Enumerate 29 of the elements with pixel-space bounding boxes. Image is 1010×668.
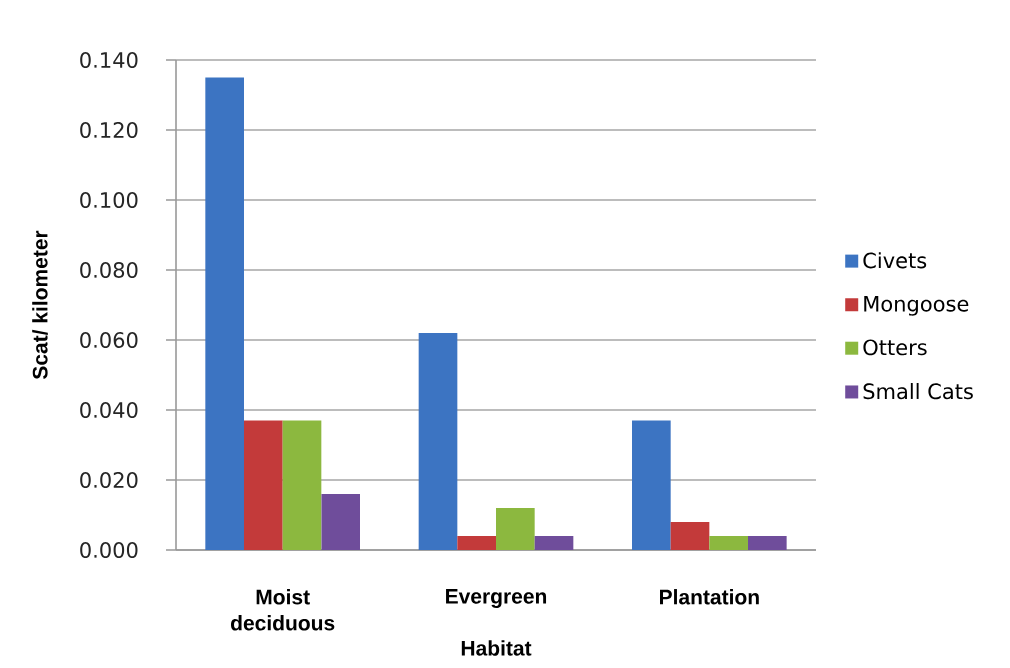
x-tick-label: Moist deciduous	[231, 589, 335, 631]
y-tick-label: 0.040	[80, 402, 138, 418]
legend-label: Civets	[863, 252, 927, 269]
bar	[321, 494, 360, 550]
bar	[418, 333, 458, 550]
y-tick-label: 0.060	[80, 332, 138, 348]
x-tick-label: Evergreen	[446, 589, 547, 608]
y-axis-title: Scat/ kilometer	[32, 230, 48, 380]
bar	[457, 536, 496, 550]
legend-label: Mongoose	[864, 296, 969, 316]
bar	[496, 507, 535, 550]
x-tick-label: Plantation	[660, 589, 759, 605]
legend-label: Otters	[863, 339, 927, 356]
y-tick-label: 0.020	[80, 472, 138, 488]
y-tick-label: 0.100	[80, 192, 138, 208]
y-tick-label: 0.140	[80, 52, 138, 68]
bar	[534, 536, 574, 550]
bar	[670, 522, 710, 550]
bar	[205, 77, 244, 550]
y-tick-label: 0.080	[80, 262, 138, 278]
bar	[748, 536, 787, 550]
legend-label: Small Cats	[863, 383, 973, 400]
bar	[244, 420, 283, 550]
y-tick-label: 0.000	[80, 542, 138, 558]
x-axis-title: Habitat	[461, 640, 532, 656]
bar	[632, 420, 671, 550]
y-tick-label: 0.120	[80, 122, 138, 138]
bar	[709, 536, 749, 550]
bar	[282, 420, 322, 550]
